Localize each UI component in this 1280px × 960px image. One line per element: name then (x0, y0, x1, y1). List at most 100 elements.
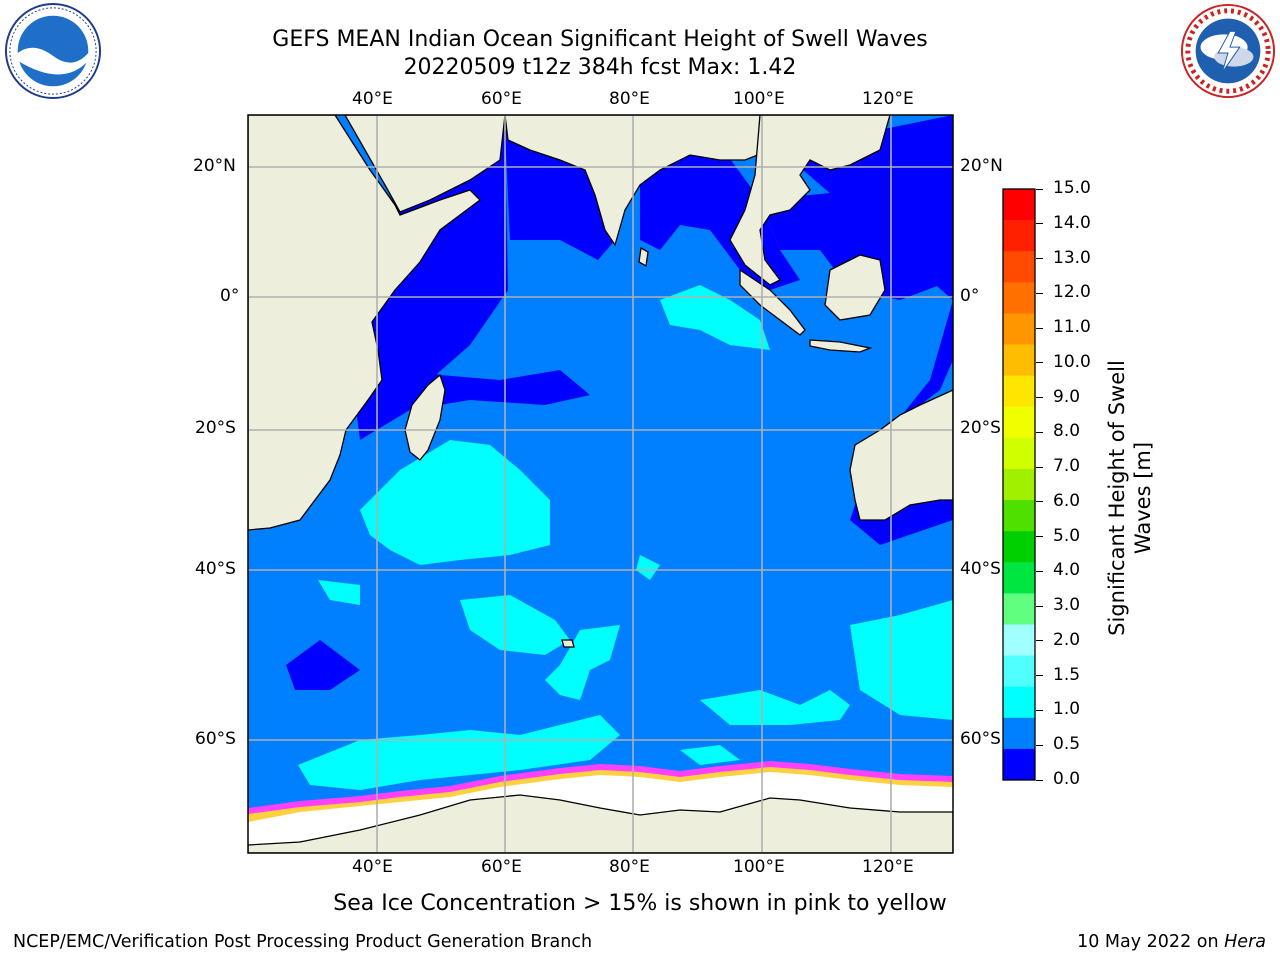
colorbar-segment (1003, 531, 1035, 563)
colorbar-label: 8.0 (1053, 421, 1081, 442)
colorbar-tick (1036, 223, 1043, 225)
x-tick-top-40e: 40°E (352, 89, 393, 109)
colorbar-segment (1003, 375, 1035, 408)
colorbar-segment (1003, 562, 1035, 594)
y-tick-left-20n: 20°N (193, 156, 236, 176)
y-tick-left-20s: 20°S (195, 418, 236, 438)
sea-ice-caption: Sea Ice Concentration > 15% is shown in … (333, 891, 947, 916)
y-tick-left-60s: 60°S (195, 729, 236, 749)
colorbar-label: 0.5 (1053, 734, 1081, 755)
colorbar-tick (1036, 709, 1043, 711)
colorbar-segment (1003, 282, 1035, 314)
y-tick-right-60s: 60°S (960, 729, 1001, 749)
colorbar-label: 6.0 (1053, 490, 1081, 511)
australia-land (849, 389, 953, 521)
y-tick-left-40s: 40°S (195, 559, 236, 579)
colorbar-label: 14.0 (1053, 212, 1091, 233)
colorbar-segment (1003, 251, 1035, 283)
colorbar-segment (1003, 313, 1035, 346)
colorbar-tick (1036, 292, 1043, 294)
colorbar-tick (1036, 431, 1043, 433)
colorbar-tick (1036, 570, 1043, 572)
x-tick-top-60e: 60°E (481, 89, 522, 109)
colorbar-tick (1036, 466, 1043, 468)
noaa-logo (4, 2, 102, 100)
footer-left: NCEP/EMC/Verification Post Processing Pr… (13, 932, 593, 952)
colorbar-segment (1003, 500, 1035, 532)
colorbar-tick (1036, 501, 1043, 503)
colorbar-segment (1003, 189, 1035, 221)
colorbar-tick (1036, 605, 1043, 607)
southeast-asia-land (729, 115, 891, 286)
footer-date: 10 May 2022 on (1077, 932, 1225, 952)
colorbar-label: 9.0 (1053, 386, 1081, 407)
sri-lanka-land (638, 246, 649, 268)
india-land (504, 115, 771, 247)
colorbar-segment (1003, 624, 1035, 657)
colorbar-tick (1036, 744, 1043, 746)
madagascar-land (404, 373, 446, 461)
x-tick-bottom-40e: 40°E (352, 857, 393, 877)
map-title: GEFS MEAN Indian Ocean Significant Heigh… (272, 27, 928, 52)
colorbar-tick (1036, 327, 1043, 329)
colorbar-label: 7.0 (1053, 456, 1081, 477)
x-tick-bottom-80e: 80°E (609, 857, 650, 877)
map-subtitle: 20220509 t12z 384h fcst Max: 1.42 (403, 55, 797, 80)
colorbar-title: Significant Height of Swell Waves [m] (1105, 360, 1155, 636)
java-land (809, 339, 873, 353)
y-tick-right-20n: 20°N (960, 156, 1003, 176)
colorbar-segment (1003, 344, 1035, 377)
x-tick-top-100e: 100°E (733, 89, 785, 109)
colorbar-label: 1.0 (1053, 699, 1081, 720)
x-tick-top-80e: 80°E (609, 89, 650, 109)
x-tick-bottom-120e: 120°E (862, 857, 914, 877)
footer-right: 10 May 2022 on Hera (1077, 932, 1266, 952)
colorbar-tick (1036, 362, 1043, 364)
colorbar-segment (1003, 748, 1035, 781)
colorbar-segment (1003, 717, 1035, 750)
colorbar-tick (1036, 536, 1043, 538)
footer-system: Hera (1224, 932, 1266, 952)
colorbar-tick (1036, 675, 1043, 677)
land-masses (248, 115, 953, 853)
colorbar-label: 1.5 (1053, 664, 1081, 685)
colorbar-tick (1036, 188, 1043, 190)
colorbar-label: 5.0 (1053, 525, 1081, 546)
colorbar-label: 10.0 (1053, 351, 1091, 372)
colorbar (1002, 188, 1036, 781)
colorbar-segment (1003, 468, 1035, 501)
borneo-land (824, 254, 886, 321)
x-tick-bottom-100e: 100°E (733, 857, 785, 877)
colorbar-segment (1003, 437, 1035, 470)
colorbar-label: 12.0 (1053, 282, 1091, 303)
colorbar-tick (1036, 258, 1043, 260)
y-tick-right-0: 0° (960, 286, 980, 306)
y-tick-right-40s: 40°S (960, 559, 1001, 579)
colorbar-label: 13.0 (1053, 247, 1091, 268)
colorbar-segment (1003, 655, 1035, 688)
colorbar-label: 2.0 (1053, 629, 1081, 650)
kerguelen-island (561, 639, 575, 648)
y-tick-left-0: 0° (220, 286, 240, 306)
colorbar-tick (1036, 640, 1043, 642)
africa-land (248, 115, 481, 531)
colorbar-label: 11.0 (1053, 317, 1091, 338)
colorbar-tick (1036, 397, 1043, 399)
mid-swell-regions (298, 285, 953, 790)
x-tick-top-120e: 120°E (862, 89, 914, 109)
colorbar-label: 15.0 (1053, 178, 1091, 198)
graticule (248, 115, 953, 853)
y-tick-right-20s: 20°S (960, 418, 1001, 438)
colorbar-segment (1003, 220, 1035, 252)
colorbar-tick (1036, 779, 1043, 781)
colorbar-segment (1003, 593, 1035, 625)
x-tick-bottom-60e: 60°E (481, 857, 522, 877)
colorbar-segment (1003, 686, 1035, 719)
national-weather-service-logo (1180, 3, 1276, 99)
colorbar-label: 4.0 (1053, 560, 1081, 581)
colorbar-label: 0.0 (1053, 769, 1081, 789)
colorbar-segment (1003, 406, 1035, 439)
antarctica-land (248, 794, 953, 853)
colorbar-label: 3.0 (1053, 595, 1081, 616)
